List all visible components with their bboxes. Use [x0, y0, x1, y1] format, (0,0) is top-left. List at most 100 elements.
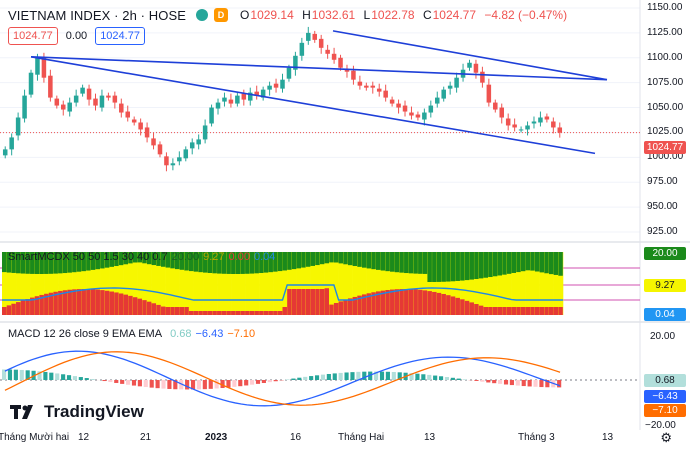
- mcdx-green-bar: [305, 252, 311, 267]
- mcdx-red-bar: [235, 311, 241, 315]
- mcdx-green-bar: [319, 252, 325, 265]
- mcdx-yellow-bar: [455, 252, 461, 315]
- tradingview-logo[interactable]: TradingView: [10, 402, 144, 422]
- mcdx-green-bar: [30, 252, 35, 274]
- mcdx-yellow-bar: [90, 252, 96, 315]
- mcdx-green-bar: [478, 252, 484, 279]
- candle-body: [306, 32, 311, 41]
- price-axis-tick: 1125.00: [647, 26, 683, 38]
- macd-histogram-bar: [226, 380, 231, 388]
- mcdx-yellow-bar: [25, 252, 31, 315]
- mcdx-green-bar: [95, 252, 100, 270]
- mcdx-red-bar: [109, 291, 114, 315]
- mcdx-yellow-bar: [240, 252, 246, 315]
- mcdx-yellow-bar: [123, 252, 129, 315]
- mcdx-red-bar: [460, 299, 465, 315]
- macd-histogram-bar: [379, 371, 385, 380]
- delayed-data-badge[interactable]: D: [214, 8, 229, 22]
- macd-legend[interactable]: MACD 12 26 close 9 EMA EMA 0.68 −6.43 −7…: [8, 328, 255, 340]
- candle-body: [144, 127, 150, 138]
- mcdx-green-bar: [259, 252, 264, 273]
- mcdx-green-bar: [460, 252, 465, 281]
- macd-histogram-bar: [137, 380, 142, 387]
- candle-body: [331, 53, 337, 60]
- mcdx-yellow-bar: [394, 252, 400, 315]
- mcdx-yellow-bar: [39, 252, 45, 315]
- candle-body: [280, 79, 285, 89]
- mcdx-yellow-bar: [282, 252, 288, 315]
- last-price-tag: 1024.77: [644, 141, 686, 154]
- low-value: 1022.78: [371, 8, 415, 22]
- x-label-13a: 13: [424, 432, 436, 443]
- candle-body: [48, 75, 53, 98]
- settings-gear-icon[interactable]: ⚙: [660, 430, 672, 445]
- mcdx-green-bar: [76, 252, 82, 272]
- candle-body: [2, 149, 8, 156]
- mcdx-yellow-bar: [142, 252, 148, 315]
- mcdx-yellow-bar: [408, 252, 414, 315]
- macd-histogram-bar: [332, 373, 337, 380]
- mcdx-green-bar: [137, 252, 143, 263]
- price-axis-tick: 975.00: [647, 176, 678, 188]
- price-candles: [2, 26, 563, 172]
- candle-body: [15, 117, 21, 136]
- mcdx-yellow-bar: [310, 252, 316, 315]
- mcdx-yellow-bar: [361, 252, 367, 315]
- macd-panel: [0, 350, 640, 407]
- macd-histogram-bar: [438, 376, 444, 380]
- mcdx-red-bar: [329, 304, 334, 315]
- mcdx-green-bar: [203, 252, 208, 273]
- smartmcdx-v3: 0.00: [228, 251, 250, 263]
- mcdx-red-bar: [474, 304, 479, 315]
- mcdx-green-bar: [324, 252, 330, 264]
- candle-body: [99, 95, 105, 108]
- mcdx-red-bar: [165, 307, 171, 315]
- candle-body: [286, 67, 292, 79]
- mcdx-yellow-bar: [474, 252, 480, 315]
- smartmcdx-legend[interactable]: SmartMCDX 50 50 1.5 30 40 0.7 20.00 9.27…: [8, 251, 275, 263]
- mcdx-red-bar: [174, 307, 180, 315]
- mcdx-red-bar: [198, 311, 203, 315]
- macd-histogram-bar: [126, 380, 131, 385]
- candle-body: [67, 102, 72, 112]
- mcdx-yellow-bar: [520, 252, 526, 315]
- macd-histogram-bar: [202, 380, 207, 390]
- sell-price-box[interactable]: 1024.77: [8, 27, 58, 45]
- macd-histogram-bar: [7, 369, 13, 380]
- mcdx-yellow-bar: [48, 252, 54, 315]
- mcdx-yellow-bar: [128, 252, 134, 315]
- smartmcdx-tag-bottom: 0.04: [644, 308, 686, 321]
- macd-histogram-bar: [66, 375, 72, 380]
- mcdx-green-bar: [553, 252, 559, 275]
- candle-body: [241, 93, 247, 100]
- mcdx-yellow-bar: [371, 252, 377, 315]
- symbol-title[interactable]: VIETNAM INDEX · 2h · HOSE: [8, 7, 187, 23]
- candle-body: [512, 124, 517, 128]
- mcdx-yellow-bar: [287, 252, 293, 315]
- mcdx-green-bar: [539, 252, 545, 273]
- mcdx-green-bar: [352, 252, 358, 267]
- mcdx-red-bar: [343, 299, 348, 315]
- buy-price-box[interactable]: 1024.77: [95, 27, 145, 45]
- candle-body: [518, 129, 524, 131]
- mcdx-red-bar: [189, 311, 194, 315]
- mcdx-yellow-bar: [404, 252, 410, 315]
- macd-histogram-bar: [55, 373, 60, 380]
- mcdx-red-bar: [432, 291, 437, 315]
- macd-histogram-bar: [190, 380, 196, 390]
- macd-histogram-bar: [474, 380, 479, 381]
- macd-histogram-bar: [2, 369, 7, 380]
- macd-histogram-bar: [314, 375, 320, 380]
- x-label-16: 16: [290, 432, 302, 443]
- smartmcdx-title: SmartMCDX 50 50 1.5 30 40 0.7: [8, 251, 168, 263]
- mcdx-red-bar: [128, 295, 133, 315]
- mcdx-green-bar: [506, 252, 512, 274]
- candle-body: [351, 70, 356, 80]
- mcdx-green-bar: [530, 252, 535, 271]
- mcdx-green-bar: [376, 252, 381, 270]
- macd-axis-top: 20.00: [650, 331, 676, 342]
- mcdx-green-bar: [184, 252, 189, 271]
- mcdx-yellow-bar: [464, 252, 470, 315]
- mcdx-red-bar: [118, 293, 124, 315]
